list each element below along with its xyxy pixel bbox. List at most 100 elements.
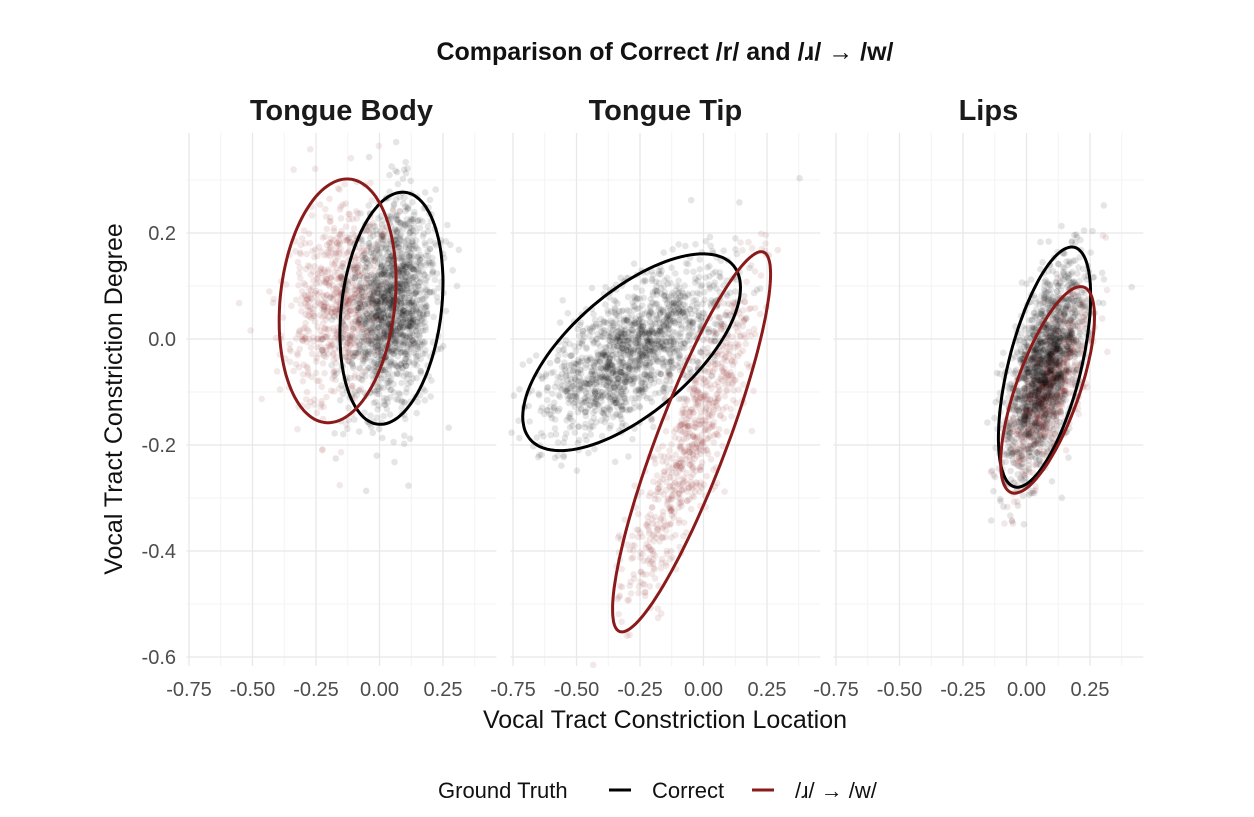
data-point	[305, 403, 312, 410]
data-point	[721, 488, 728, 495]
data-point	[762, 240, 769, 247]
data-point	[333, 370, 340, 377]
data-point	[398, 380, 405, 387]
data-point	[579, 355, 586, 362]
data-point	[658, 515, 665, 522]
data-point	[692, 488, 699, 495]
data-point	[303, 251, 310, 258]
data-point	[632, 297, 639, 304]
data-point	[402, 350, 409, 357]
data-point	[703, 379, 710, 386]
data-point	[347, 334, 354, 341]
data-point	[307, 146, 314, 153]
data-point	[350, 264, 357, 271]
data-point	[688, 197, 695, 204]
data-point	[572, 429, 579, 436]
data-point	[547, 360, 554, 367]
data-point	[384, 380, 391, 387]
data-point	[365, 351, 372, 358]
data-point	[295, 352, 302, 359]
data-point	[727, 289, 734, 296]
data-point	[308, 271, 315, 278]
data-point	[752, 268, 759, 275]
data-point	[637, 404, 644, 411]
data-point	[258, 396, 265, 403]
data-point	[443, 308, 450, 315]
data-point	[376, 339, 383, 346]
data-point	[615, 534, 622, 541]
data-point	[370, 430, 377, 437]
data-point	[735, 341, 742, 348]
data-point	[403, 370, 410, 377]
data-point	[705, 399, 712, 406]
data-point	[410, 266, 417, 273]
data-point	[351, 286, 358, 293]
data-point	[693, 468, 700, 475]
data-point	[619, 369, 626, 376]
data-point	[688, 406, 695, 413]
data-point	[716, 314, 723, 321]
data-point	[670, 340, 677, 347]
data-point	[676, 423, 683, 430]
x-tick-label: 0.25	[1071, 679, 1110, 701]
data-point	[331, 335, 338, 342]
data-point	[306, 230, 313, 237]
data-point	[644, 354, 651, 361]
data-point	[417, 217, 424, 224]
data-point	[608, 385, 615, 392]
data-point	[456, 247, 463, 254]
data-point	[366, 243, 373, 250]
data-point	[304, 389, 311, 396]
data-point	[624, 541, 631, 548]
data-point	[356, 375, 363, 382]
data-point	[736, 199, 743, 206]
data-point	[386, 172, 393, 179]
data-point	[602, 301, 609, 308]
data-point	[392, 167, 399, 174]
data-point	[556, 392, 563, 399]
data-point	[713, 430, 720, 437]
data-point	[730, 397, 737, 404]
data-point	[669, 469, 676, 476]
data-point	[358, 280, 365, 287]
data-point	[676, 435, 683, 442]
data-point	[1100, 232, 1107, 239]
data-point	[654, 525, 661, 532]
data-point	[401, 441, 408, 448]
data-point	[720, 247, 727, 254]
data-point	[672, 270, 679, 277]
data-point	[682, 430, 689, 437]
data-point	[693, 297, 700, 304]
data-point	[629, 337, 636, 344]
data-point	[376, 143, 383, 150]
data-point	[408, 252, 415, 259]
data-point	[734, 251, 741, 258]
data-point	[675, 481, 682, 488]
data-point	[688, 506, 695, 513]
data-point	[656, 378, 663, 385]
data-point	[567, 424, 574, 431]
data-point	[297, 264, 304, 271]
data-point	[324, 226, 331, 233]
data-point	[712, 395, 719, 402]
data-point	[340, 391, 347, 398]
data-point	[535, 391, 542, 398]
data-point	[326, 196, 333, 203]
data-point	[693, 479, 700, 486]
data-point	[699, 282, 706, 289]
data-point	[413, 410, 420, 417]
data-point	[587, 431, 594, 438]
data-point	[614, 334, 621, 341]
data-point	[539, 404, 546, 411]
data-point	[606, 356, 613, 363]
data-point	[553, 431, 560, 438]
data-point	[345, 348, 352, 355]
data-point	[590, 423, 597, 430]
data-point	[351, 225, 358, 232]
data-point	[722, 354, 729, 361]
data-point	[724, 428, 731, 435]
data-point	[701, 392, 708, 399]
data-point	[582, 432, 589, 439]
data-point	[639, 533, 646, 540]
data-point	[574, 440, 581, 447]
